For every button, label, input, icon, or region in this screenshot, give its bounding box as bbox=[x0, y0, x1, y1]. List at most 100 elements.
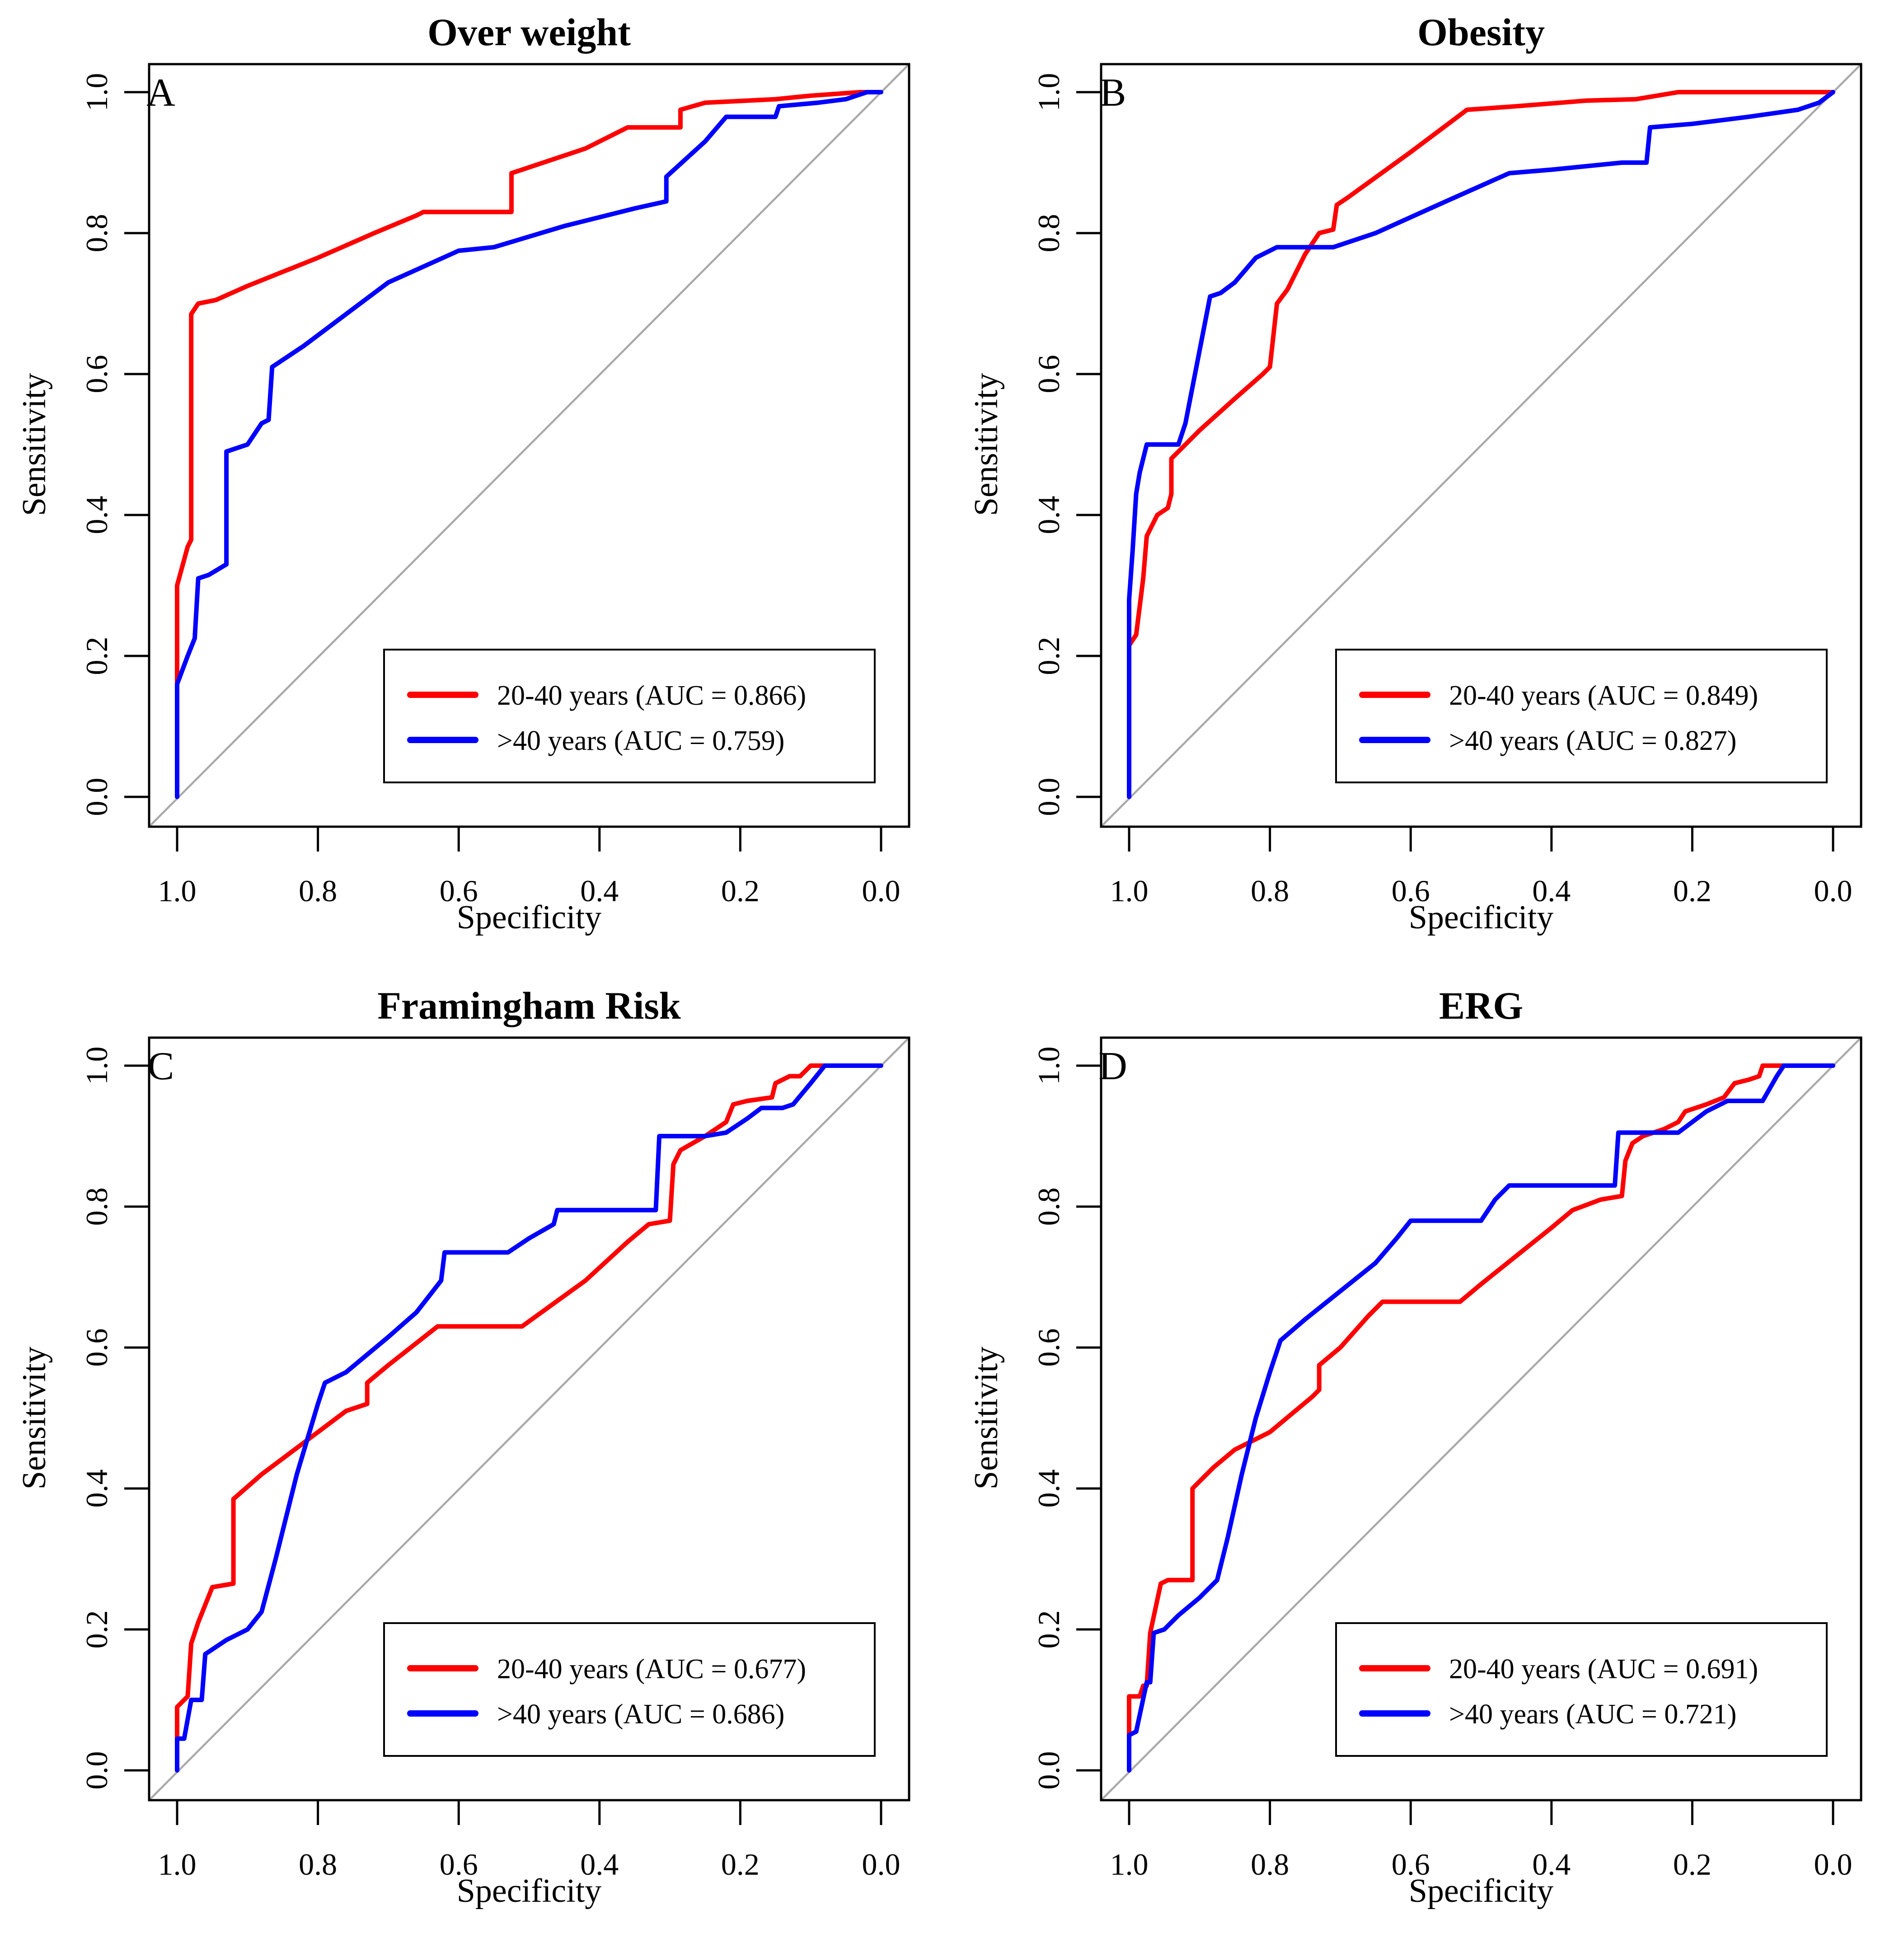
panel-letter: D bbox=[1098, 1044, 1127, 1088]
roc-panel-framingham-risk: 1.0 0.8 0.6 0.4 0.2 0.0 0.0 0.2 0.4 0.6 0.8 1.0 20-4… bbox=[0, 974, 952, 1947]
y-axis-tick-label: 0.4 bbox=[1032, 1470, 1066, 1508]
legend-box bbox=[1335, 1622, 1828, 1757]
roc-panel-overweight: 1.0 0.8 0.6 0.4 0.2 0.0 0.0 0.2 0.4 0.6 0.8 1.0 20-4… bbox=[0, 0, 952, 974]
x-axis-tick-label: 0.0 bbox=[1814, 1847, 1852, 1881]
panel-title: Obesity bbox=[1417, 10, 1545, 54]
diagonal-reference-line bbox=[148, 63, 910, 828]
legend-label-20-40-years: 20-40 years (AUC = 0.866) bbox=[497, 680, 806, 711]
legend-label-over-40-years: >40 years (AUC = 0.759) bbox=[497, 725, 784, 756]
legend-label-over-40-years: >40 years (AUC = 0.721) bbox=[1449, 1699, 1736, 1730]
x-axis-tick-label: 0.2 bbox=[721, 1847, 760, 1881]
x-axis-tick-label: 1.0 bbox=[1110, 874, 1149, 908]
y-axis-tick-label: 0.4 bbox=[80, 1470, 114, 1508]
roc-curve-20-40-years bbox=[175, 90, 883, 799]
panel-title: Framingham Risk bbox=[377, 984, 681, 1027]
y-axis-tick-label: 0.6 bbox=[80, 355, 114, 393]
panel-background bbox=[952, 974, 1904, 1947]
y-axis-tick-label: 0.8 bbox=[1032, 214, 1066, 253]
legend-label-over-40-years: >40 years (AUC = 0.686) bbox=[497, 1699, 784, 1730]
x-axis-tick-label: 0.8 bbox=[299, 1847, 337, 1881]
y-axis-tick-label: 0.8 bbox=[80, 214, 114, 253]
legend-box bbox=[383, 1622, 876, 1757]
x-axis-tick-label: 0.2 bbox=[721, 874, 760, 908]
y-axis-label: Sensitivity bbox=[968, 1347, 1005, 1490]
roc-panel-obesity: 1.0 0.8 0.6 0.4 0.2 0.0 0.0 0.2 0.4 0.6 0.8 1.0 20-4… bbox=[952, 0, 1904, 974]
roc-curve-over-40-years bbox=[1127, 90, 1835, 799]
plot-box bbox=[148, 1036, 910, 1802]
panel-letter: B bbox=[1100, 71, 1126, 115]
x-axis-label: Specificity bbox=[1409, 1872, 1554, 1910]
plot-box bbox=[1100, 63, 1862, 828]
panel-title: Over weight bbox=[427, 10, 631, 54]
legend-label-20-40-years: 20-40 years (AUC = 0.691) bbox=[1449, 1654, 1758, 1685]
diagonal-reference-line bbox=[1100, 63, 1862, 828]
roc-curve-over-40-years bbox=[175, 1063, 883, 1773]
y-axis-tick-label: 0.4 bbox=[80, 496, 114, 534]
y-axis-tick-label: 0.8 bbox=[80, 1188, 114, 1226]
y-axis-tick-label: 0.0 bbox=[1032, 778, 1066, 816]
x-axis-tick-label: 0.8 bbox=[299, 874, 337, 908]
x-axis-tick-label: 0.4 bbox=[580, 874, 619, 908]
plot-box bbox=[1100, 1036, 1862, 1802]
y-axis-label: Sensitivity bbox=[16, 373, 53, 516]
legend-box bbox=[383, 649, 876, 783]
panel-letter: A bbox=[146, 71, 175, 115]
y-axis-tick-label: 0.2 bbox=[1032, 637, 1066, 675]
roc-curve-over-40-years bbox=[1127, 1063, 1835, 1773]
roc-curve-over-40-years bbox=[175, 90, 883, 799]
x-axis-tick-label: 0.4 bbox=[580, 1847, 619, 1881]
y-axis-tick-label: 0.2 bbox=[80, 637, 114, 675]
y-axis-tick-label: 0.4 bbox=[1032, 496, 1066, 534]
x-axis-tick-label: 0.2 bbox=[1673, 1847, 1712, 1881]
roc-curve-20-40-years bbox=[1127, 90, 1835, 799]
y-axis-tick-label: 1.0 bbox=[80, 1047, 114, 1085]
roc-panel-erg: 1.0 0.8 0.6 0.4 0.2 0.0 0.0 0.2 0.4 0.6 0.8 1.0 20-4… bbox=[952, 974, 1904, 1947]
diagonal-reference-line bbox=[148, 1037, 910, 1801]
x-axis-tick-label: 0.4 bbox=[1532, 1847, 1571, 1881]
x-axis-tick-label: 0.0 bbox=[862, 1847, 900, 1881]
x-axis-tick-label: 0.6 bbox=[1392, 1847, 1430, 1881]
panel-title: ERG bbox=[1439, 984, 1523, 1027]
legend-label-20-40-years: 20-40 years (AUC = 0.849) bbox=[1449, 680, 1758, 711]
x-axis-tick-label: 0.6 bbox=[440, 874, 478, 908]
x-axis-tick-label: 0.4 bbox=[1532, 874, 1571, 908]
x-axis-tick-label: 1.0 bbox=[158, 1847, 197, 1881]
x-axis-tick-label: 0.6 bbox=[1392, 874, 1430, 908]
x-axis-tick-label: 0.0 bbox=[862, 874, 900, 908]
panel-background bbox=[0, 0, 952, 974]
plot-box bbox=[148, 63, 910, 828]
roc-curve-20-40-years bbox=[1127, 1063, 1835, 1773]
y-axis-label: Sensitivity bbox=[16, 1347, 53, 1490]
panel-background bbox=[952, 0, 1904, 974]
x-axis-tick-label: 0.2 bbox=[1673, 874, 1712, 908]
panel-background bbox=[0, 974, 952, 1947]
legend-box bbox=[1335, 649, 1828, 783]
y-axis-tick-label: 0.0 bbox=[80, 778, 114, 816]
x-axis-label: Specificity bbox=[457, 899, 602, 936]
x-axis-tick-label: 0.0 bbox=[1814, 874, 1852, 908]
x-axis-tick-label: 1.0 bbox=[158, 874, 197, 908]
x-axis-label: Specificity bbox=[457, 1872, 602, 1910]
y-axis-tick-label: 1.0 bbox=[1032, 1047, 1066, 1085]
y-axis-tick-label: 0.8 bbox=[1032, 1188, 1066, 1226]
x-axis-tick-label: 1.0 bbox=[1110, 1847, 1149, 1881]
legend-label-over-40-years: >40 years (AUC = 0.827) bbox=[1449, 725, 1736, 756]
legend-label-20-40-years: 20-40 years (AUC = 0.677) bbox=[497, 1654, 806, 1685]
y-axis-tick-label: 0.0 bbox=[1032, 1751, 1066, 1790]
y-axis-tick-label: 0.6 bbox=[80, 1329, 114, 1367]
y-axis-tick-label: 0.0 bbox=[80, 1751, 114, 1790]
diagonal-reference-line bbox=[1100, 1037, 1862, 1801]
y-axis-tick-label: 0.2 bbox=[1032, 1610, 1066, 1649]
y-axis-tick-label: 1.0 bbox=[80, 73, 114, 112]
y-axis-label: Sensitivity bbox=[968, 373, 1005, 516]
y-axis-tick-label: 1.0 bbox=[1032, 73, 1066, 112]
panel-letter: C bbox=[148, 1044, 174, 1088]
x-axis-tick-label: 0.8 bbox=[1251, 1847, 1289, 1881]
y-axis-tick-label: 0.2 bbox=[80, 1610, 114, 1649]
y-axis-tick-label: 0.6 bbox=[1032, 1329, 1066, 1367]
y-axis-tick-label: 0.6 bbox=[1032, 355, 1066, 393]
x-axis-tick-label: 0.8 bbox=[1251, 874, 1289, 908]
x-axis-label: Specificity bbox=[1409, 899, 1554, 936]
x-axis-tick-label: 0.6 bbox=[440, 1847, 478, 1881]
